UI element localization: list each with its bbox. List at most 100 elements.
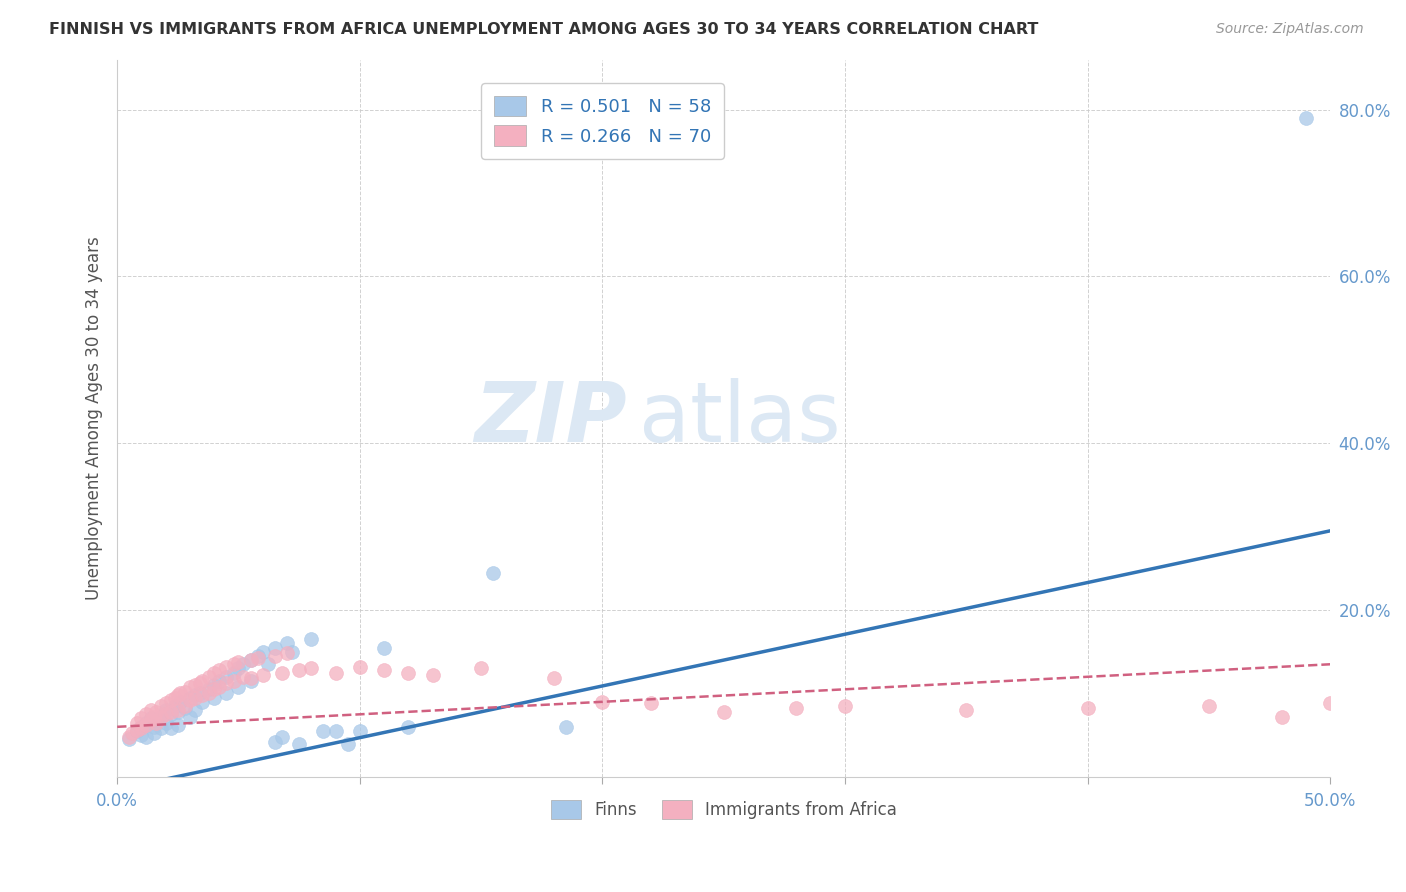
Point [349, 724, 371, 739]
Point [591, 695, 613, 709]
Point [179, 690, 201, 705]
Point [396, 720, 419, 734]
Point [208, 673, 231, 688]
Point [215, 686, 238, 700]
Point [312, 724, 335, 739]
Point [252, 645, 274, 659]
Point [198, 682, 221, 697]
Point [142, 726, 165, 740]
Point [141, 713, 163, 727]
Point [1077, 701, 1099, 715]
Point [179, 680, 201, 694]
Point [131, 711, 153, 725]
Point [271, 665, 294, 680]
Point [141, 703, 163, 717]
Point [131, 728, 153, 742]
Point [166, 703, 188, 717]
Point [118, 732, 141, 747]
Point [256, 657, 278, 672]
Point [184, 678, 207, 692]
Point [174, 698, 197, 713]
Point [159, 693, 181, 707]
Point [141, 711, 163, 725]
Point [202, 665, 225, 680]
Point [299, 632, 322, 647]
Text: Source: ZipAtlas.com: Source: ZipAtlas.com [1216, 22, 1364, 37]
Point [125, 724, 148, 739]
Point [325, 724, 347, 739]
Point [264, 648, 287, 663]
Point [135, 715, 157, 730]
Text: atlas: atlas [638, 377, 841, 458]
Point [239, 673, 262, 688]
Point [555, 720, 578, 734]
Point [422, 668, 444, 682]
Point [174, 701, 197, 715]
Point [169, 695, 191, 709]
Point [288, 737, 311, 751]
Point [785, 701, 807, 715]
Point [246, 651, 269, 665]
Point [179, 693, 201, 707]
Point [276, 636, 298, 650]
Point [184, 688, 207, 702]
Point [198, 686, 221, 700]
Y-axis label: Unemployment Among Ages 30 to 34 years: Unemployment Among Ages 30 to 34 years [86, 236, 103, 600]
Point [264, 640, 287, 655]
Point [179, 710, 201, 724]
Point [142, 720, 165, 734]
Point [208, 663, 231, 677]
Text: FINNISH VS IMMIGRANTS FROM AFRICA UNEMPLOYMENT AMONG AGES 30 TO 34 YEARS CORRELA: FINNISH VS IMMIGRANTS FROM AFRICA UNEMPL… [49, 22, 1039, 37]
Point [118, 730, 141, 744]
Point [125, 715, 148, 730]
Point [121, 726, 143, 740]
Point [264, 735, 287, 749]
Point [149, 710, 172, 724]
Point [271, 730, 294, 744]
Point [281, 645, 304, 659]
Point [149, 698, 172, 713]
Point [373, 640, 395, 655]
Point [336, 737, 359, 751]
Point [276, 647, 298, 661]
Point [159, 705, 181, 719]
Point [155, 715, 177, 730]
Point [202, 678, 225, 692]
Point [155, 707, 177, 722]
Point [1271, 710, 1294, 724]
Point [125, 723, 148, 738]
Point [166, 718, 188, 732]
Point [325, 665, 347, 680]
Point [215, 676, 238, 690]
Point [174, 685, 197, 699]
Point [228, 661, 250, 675]
Text: ZIP: ZIP [474, 377, 627, 458]
Point [955, 703, 977, 717]
Point [215, 670, 238, 684]
Point [155, 703, 177, 717]
Point [188, 686, 211, 700]
Point [482, 566, 505, 580]
Point [142, 710, 165, 724]
Point [191, 673, 214, 688]
Point [202, 690, 225, 705]
Point [288, 663, 311, 677]
Point [228, 680, 250, 694]
Point [135, 707, 157, 722]
Point [131, 722, 153, 736]
Point [239, 653, 262, 667]
Point [202, 682, 225, 697]
Point [232, 657, 254, 672]
Legend: Finns, Immigrants from Africa: Finns, Immigrants from Africa [544, 793, 904, 826]
Point [1295, 111, 1317, 125]
Point [713, 705, 735, 719]
Point [149, 722, 172, 736]
Point [165, 698, 187, 713]
Point [184, 703, 207, 717]
Point [1198, 698, 1220, 713]
Point [145, 715, 167, 730]
Point [543, 672, 565, 686]
Point [208, 680, 231, 694]
Point [396, 665, 419, 680]
Point [166, 688, 188, 702]
